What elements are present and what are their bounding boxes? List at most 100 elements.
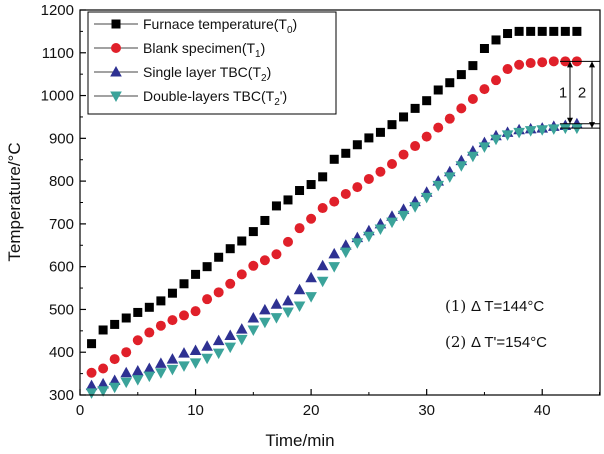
data-point bbox=[271, 249, 282, 260]
data-point bbox=[329, 154, 339, 164]
y-tick-label: 400 bbox=[49, 344, 74, 361]
x-tick-label: 20 bbox=[303, 402, 320, 419]
data-point bbox=[455, 161, 468, 172]
legend-label: Double-layers TBC(T2') bbox=[143, 88, 287, 108]
data-point bbox=[155, 368, 167, 379]
data-point bbox=[410, 103, 420, 113]
data-point bbox=[525, 58, 536, 69]
data-point bbox=[443, 172, 456, 183]
data-point bbox=[513, 127, 525, 139]
data-point bbox=[444, 113, 455, 124]
bracket-arrow-icon bbox=[589, 61, 595, 68]
data-point bbox=[110, 319, 120, 329]
data-point bbox=[478, 142, 491, 153]
data-point bbox=[87, 339, 97, 349]
legend-marker bbox=[110, 66, 122, 77]
data-point bbox=[282, 294, 294, 306]
data-point bbox=[202, 294, 213, 305]
data-point bbox=[467, 151, 479, 163]
data-point bbox=[467, 93, 478, 104]
y-tick-label: 900 bbox=[49, 130, 74, 147]
data-point bbox=[191, 269, 201, 279]
data-point bbox=[537, 57, 548, 68]
data-point bbox=[433, 122, 444, 133]
data-point bbox=[98, 325, 108, 335]
data-point bbox=[259, 303, 271, 315]
data-point bbox=[166, 353, 179, 364]
data-point bbox=[526, 26, 536, 36]
series-4 bbox=[85, 123, 583, 399]
data-point bbox=[282, 307, 294, 319]
data-point bbox=[143, 362, 156, 373]
data-point bbox=[316, 259, 329, 271]
data-point bbox=[328, 247, 341, 259]
data-point bbox=[167, 315, 178, 326]
data-point bbox=[155, 357, 167, 368]
data-point bbox=[270, 313, 283, 324]
data-point bbox=[225, 244, 235, 254]
data-point bbox=[109, 354, 120, 365]
data-point bbox=[201, 353, 213, 365]
data-point bbox=[259, 317, 271, 329]
annotations: (1) Δ T=144°C (2) Δ T'=154°C bbox=[445, 297, 547, 351]
bracket-arrow-icon bbox=[589, 122, 595, 129]
data-point bbox=[98, 363, 109, 374]
data-point bbox=[178, 347, 190, 358]
legend-entry: Single layer TBC(T2) bbox=[94, 64, 271, 84]
x-axis-title: Time/min bbox=[265, 431, 334, 450]
data-point bbox=[305, 292, 317, 303]
data-point bbox=[490, 134, 502, 146]
data-point bbox=[156, 296, 166, 306]
data-point bbox=[167, 288, 177, 298]
data-point bbox=[108, 374, 121, 385]
data-point bbox=[143, 371, 156, 383]
y-tick-label: 500 bbox=[49, 301, 74, 318]
series-1 bbox=[87, 26, 582, 349]
data-point bbox=[236, 269, 247, 280]
x-tick-label: 0 bbox=[76, 402, 84, 419]
y-tick-label: 600 bbox=[49, 259, 74, 276]
data-point bbox=[548, 56, 559, 67]
data-marks bbox=[85, 26, 583, 399]
data-point bbox=[420, 192, 433, 204]
data-point bbox=[86, 367, 97, 378]
legend-box bbox=[87, 11, 337, 115]
data-point bbox=[375, 127, 385, 137]
data-point bbox=[259, 255, 270, 266]
legend-label: Single layer TBC(T2) bbox=[143, 64, 271, 84]
data-point bbox=[387, 120, 397, 130]
data-point bbox=[178, 361, 190, 372]
data-point bbox=[318, 172, 328, 182]
data-point bbox=[295, 186, 305, 196]
data-point bbox=[85, 388, 98, 399]
data-point bbox=[85, 379, 98, 391]
data-point bbox=[399, 112, 409, 122]
data-point bbox=[456, 103, 467, 114]
data-point bbox=[364, 133, 374, 143]
data-point bbox=[202, 262, 212, 272]
data-point bbox=[283, 236, 293, 247]
data-point bbox=[352, 140, 362, 150]
data-point bbox=[224, 329, 237, 341]
series-2 bbox=[86, 56, 582, 378]
data-point bbox=[247, 325, 260, 336]
data-point bbox=[559, 123, 572, 135]
data-point bbox=[235, 323, 248, 334]
legend-label: Furnace temperature(T0) bbox=[143, 16, 297, 36]
data-point bbox=[190, 306, 201, 317]
data-point bbox=[305, 271, 317, 283]
data-point bbox=[339, 239, 352, 250]
data-point bbox=[514, 59, 525, 70]
data-point bbox=[179, 310, 189, 321]
legend-marker bbox=[111, 19, 121, 29]
data-point bbox=[270, 298, 283, 309]
data-point bbox=[213, 287, 224, 298]
y-tick-label: 1000 bbox=[41, 88, 74, 105]
data-point bbox=[214, 252, 224, 262]
data-point bbox=[121, 347, 132, 358]
data-point bbox=[271, 201, 281, 211]
bracket-arrow-icon bbox=[567, 61, 573, 68]
data-point bbox=[225, 278, 236, 289]
